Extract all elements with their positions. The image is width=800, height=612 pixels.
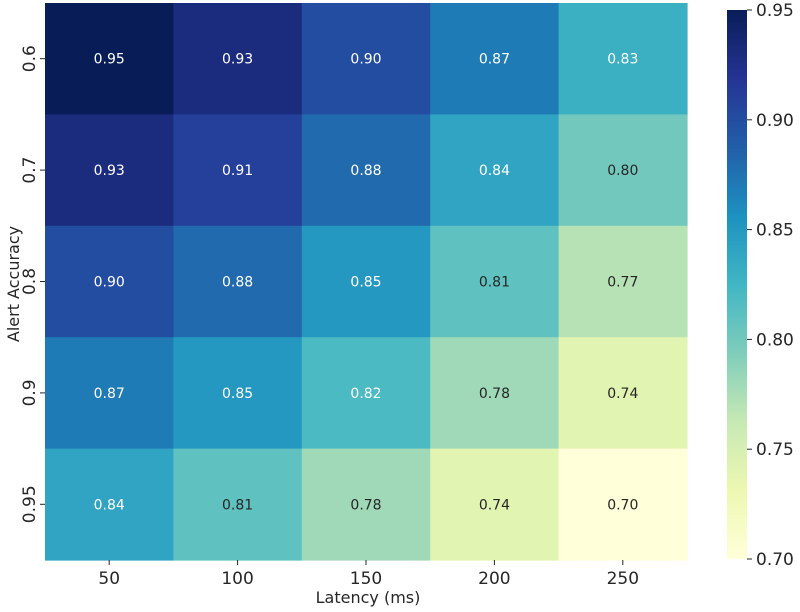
x-tick-label: 200 <box>478 569 510 589</box>
heatmap-cell <box>45 114 174 227</box>
y-tick-label: 0.8 <box>20 268 40 295</box>
colorbar-tick-label: 0.75 <box>756 440 794 460</box>
heatmap-cell-value: 0.84 <box>479 163 510 179</box>
heatmap-cell-value: 0.90 <box>350 52 381 68</box>
heatmap-cell <box>558 3 688 115</box>
heatmap-cell <box>430 337 560 450</box>
x-tick-label: 50 <box>98 569 120 589</box>
heatmap-cell-value: 0.93 <box>94 163 125 179</box>
heatmap-cell <box>558 225 688 338</box>
heatmap-cell-value: 0.91 <box>222 163 253 179</box>
x-axis: 50 100 150 200 250 <box>98 560 639 589</box>
y-axis-label: Alert Accuracy <box>4 226 23 342</box>
heatmap-cell-value: 0.90 <box>94 275 125 291</box>
heatmap-cell-value: 0.81 <box>222 497 253 513</box>
heatmap-cell-value: 0.74 <box>607 386 638 402</box>
heatmap-cell <box>173 448 303 561</box>
x-tick-label: 250 <box>607 569 639 589</box>
colorbar-tick-label: 0.70 <box>756 550 794 570</box>
heatmap-cell <box>430 448 560 561</box>
colorbar-tick-label: 0.85 <box>756 221 794 241</box>
heatmap-cell <box>45 337 174 450</box>
heatmap-cell <box>430 114 560 227</box>
heatmap-cell <box>173 3 303 115</box>
heatmap-cell <box>45 225 174 338</box>
heatmap-cell-value: 0.78 <box>479 386 510 402</box>
heatmap-cell-value: 0.95 <box>94 52 125 68</box>
heatmap-cell-value: 0.93 <box>222 52 253 68</box>
heatmap-cell <box>301 3 431 115</box>
heatmap-cell-value: 0.78 <box>350 497 381 513</box>
heatmap-cell <box>301 337 431 450</box>
heatmap-cell-value: 0.84 <box>94 497 125 513</box>
colorbar-tick-label: 0.90 <box>756 111 794 131</box>
heatmap-cell-value: 0.88 <box>222 275 253 291</box>
heatmap-cell-value: 0.81 <box>479 275 510 291</box>
heatmap-cell <box>45 3 174 115</box>
colorbar-tick-label: 0.80 <box>756 330 794 350</box>
heatmap-cell <box>558 114 688 227</box>
colorbar: 0.70 0.75 0.80 0.85 0.90 0.95 <box>727 1 794 570</box>
heatmap-cell-value: 0.80 <box>607 163 638 179</box>
heatmap-cell <box>430 3 560 115</box>
heatmap-cell-value: 0.74 <box>479 497 510 513</box>
y-tick-label: 0.9 <box>20 379 40 406</box>
heatmap-cells <box>45 3 688 561</box>
heatmap-cell <box>301 448 431 561</box>
heatmap-cell-value: 0.82 <box>350 386 381 402</box>
heatmap-cell-value: 0.85 <box>222 386 253 402</box>
y-tick-label: 0.6 <box>20 45 40 72</box>
heatmap-cell <box>173 337 303 450</box>
heatmap-cell <box>301 114 431 227</box>
heatmap-cell <box>558 337 688 450</box>
x-axis-label: Latency (ms) <box>316 588 421 607</box>
heatmap-cell <box>173 114 303 227</box>
heatmap-cell-value: 0.77 <box>607 275 638 291</box>
heatmap-cell-value: 0.87 <box>94 386 125 402</box>
heatmap-cell <box>173 225 303 338</box>
heatmap-cell <box>558 448 688 561</box>
x-tick-label: 150 <box>350 569 382 589</box>
heatmap-cell-labels: 0.95 0.93 0.90 0.87 0.83 0.93 0.91 0.88 0.84 0.80… <box>94 52 639 514</box>
heatmap-cell-value: 0.70 <box>607 497 638 513</box>
colorbar-tick-label: 0.95 <box>756 1 794 21</box>
y-tick-label: 0.7 <box>20 157 40 184</box>
heatmap-cell <box>430 225 560 338</box>
heatmap-cell-value: 0.87 <box>479 52 510 68</box>
heatmap-cell-value: 0.85 <box>350 275 381 291</box>
y-axis: 0.6 0.7 0.8 0.9 0.95 <box>20 45 45 523</box>
heatmap-cell-value: 0.88 <box>350 163 381 179</box>
heatmap-cell-value: 0.83 <box>607 52 638 68</box>
heatmap-cell <box>301 225 431 338</box>
y-tick-label: 0.95 <box>20 485 40 523</box>
colorbar-bar <box>727 10 747 559</box>
heatmap-cell <box>45 448 174 561</box>
x-tick-label: 100 <box>221 569 253 589</box>
